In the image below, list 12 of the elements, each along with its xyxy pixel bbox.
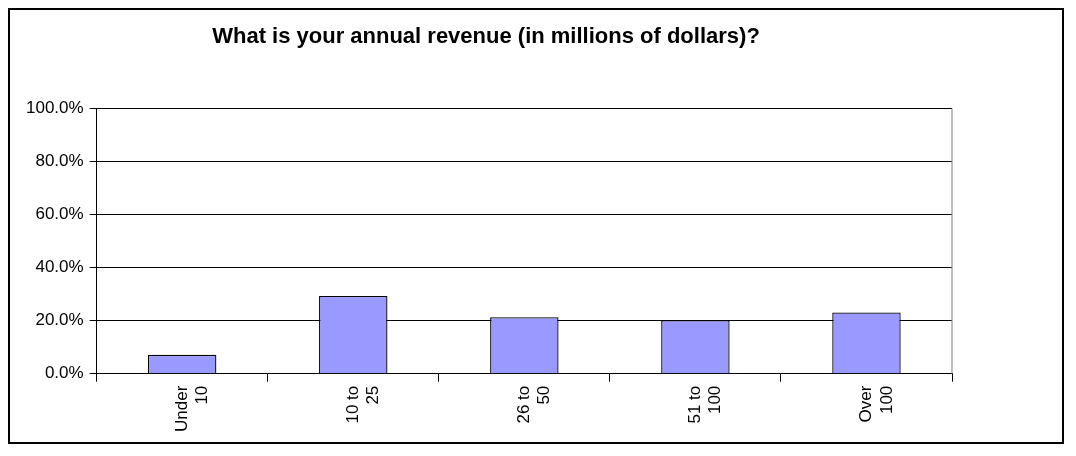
y-tick-label: 100.0% xyxy=(25,98,84,118)
x-tick-label: 10 to 25 xyxy=(342,385,383,424)
x-tick-label: 26 to 50 xyxy=(514,385,554,424)
y-tick-label: 0.0% xyxy=(44,363,84,383)
x-tick-label: Under 10 xyxy=(171,385,212,433)
y-tick-label: 20.0% xyxy=(35,310,84,330)
chart-title: What is your annual revenue (in millions of dollars)? xyxy=(212,23,760,49)
x-tick-label: 51 to 100 xyxy=(685,385,725,424)
y-tick-label: 80.0% xyxy=(35,151,84,171)
y-tick-label: 40.0% xyxy=(35,257,84,277)
x-tick-label: Over 100 xyxy=(856,385,896,423)
y-tick-label: 60.0% xyxy=(35,204,84,224)
